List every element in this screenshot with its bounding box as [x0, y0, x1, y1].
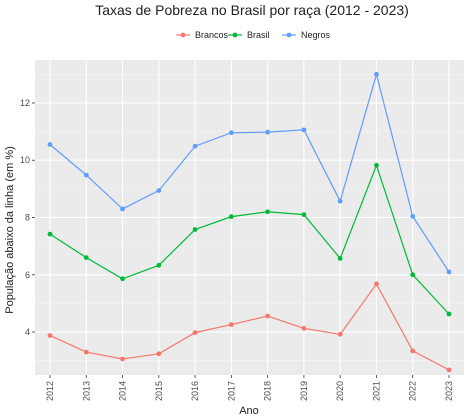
legend-item-brancos: Brancos: [176, 30, 229, 40]
data-point-brasil: [192, 227, 198, 232]
data-point-brasil: [446, 311, 452, 317]
data-point-brasil: [47, 231, 53, 237]
series-negros: [47, 71, 452, 275]
x-tick-label: 2012: [45, 381, 55, 401]
legend-item-negros: Negros: [282, 30, 331, 40]
x-tick-label: 2017: [226, 381, 236, 401]
y-axis-title: População abaixo da linha (em %): [4, 146, 16, 314]
data-point-negros: [192, 143, 198, 149]
series-brasil: [47, 162, 452, 317]
series-line-brasil: [49, 163, 450, 315]
data-point-brasil: [374, 162, 379, 168]
x-tick-label: 2015: [154, 381, 164, 401]
x-tick-label: 2018: [263, 381, 273, 401]
x-tick-label: 2022: [408, 381, 418, 401]
x-tick-label: 2013: [81, 381, 91, 401]
data-point-negros: [446, 269, 452, 275]
data-point-brancos: [120, 356, 125, 362]
data-point-brancos: [265, 313, 271, 319]
y-tick-label: 6: [25, 270, 30, 280]
data-point-negros: [374, 71, 379, 77]
x-tick-label: 2020: [335, 381, 345, 401]
legend-label: Negros: [301, 30, 331, 40]
chart-title: Taxas de Pobreza no Brasil por raça (201…: [95, 2, 409, 18]
y-tick-label: 4: [25, 327, 30, 337]
data-point-negros: [47, 142, 53, 147]
legend-key-point: [232, 32, 238, 38]
data-point-brasil: [228, 214, 234, 220]
data-point-negros: [83, 172, 89, 178]
data-point-brancos: [192, 330, 198, 336]
y-tick-label: 12: [20, 98, 30, 108]
series-layer: [47, 71, 452, 373]
data-point-negros: [410, 213, 416, 219]
legend-label: Brancos: [195, 30, 229, 40]
data-point-brancos: [83, 349, 89, 355]
data-point-negros: [120, 206, 125, 212]
series-brancos: [47, 281, 452, 373]
series-line-negros: [49, 72, 450, 273]
x-tick-label: 2023: [444, 381, 454, 401]
data-point-brancos: [446, 367, 452, 373]
x-tick-label: 2014: [118, 381, 128, 401]
x-tick-label: 2016: [190, 381, 200, 401]
x-tick-label: 2021: [371, 381, 381, 401]
x-axis-title: Ano: [239, 405, 259, 417]
data-point-brasil: [83, 255, 89, 260]
y-tick-label: 8: [25, 213, 30, 223]
data-point-brancos: [156, 351, 162, 357]
x-tick-label: 2019: [299, 381, 309, 401]
data-point-negros: [228, 130, 234, 136]
series-line-brancos: [49, 282, 450, 371]
legend-key-point: [286, 32, 292, 38]
data-point-brancos: [301, 325, 307, 331]
y-tick-label: 10: [20, 155, 30, 165]
data-point-brancos: [228, 322, 234, 327]
legend-key-point: [180, 32, 186, 38]
legend-label: Brasil: [247, 30, 270, 40]
data-point-brancos: [47, 333, 53, 338]
data-point-negros: [301, 127, 307, 133]
data-point-negros: [337, 198, 343, 204]
legend-item-brasil: Brasil: [228, 30, 270, 40]
data-point-brasil: [156, 262, 162, 268]
axes: 4 6 8 10 12 2012 2013 2014 2015 2016 2017 2018 2019 2…: [20, 98, 454, 401]
legend: Brancos Brasil Negros: [176, 30, 331, 40]
data-point-brasil: [301, 212, 307, 218]
data-point-brancos: [374, 281, 379, 287]
data-point-brasil: [337, 256, 343, 261]
data-point-brancos: [337, 331, 343, 337]
data-point-brasil: [265, 209, 271, 215]
data-point-brasil: [410, 272, 416, 278]
data-point-brasil: [120, 276, 125, 282]
data-point-brancos: [410, 348, 416, 354]
data-point-negros: [265, 129, 271, 135]
data-point-negros: [156, 188, 162, 193]
